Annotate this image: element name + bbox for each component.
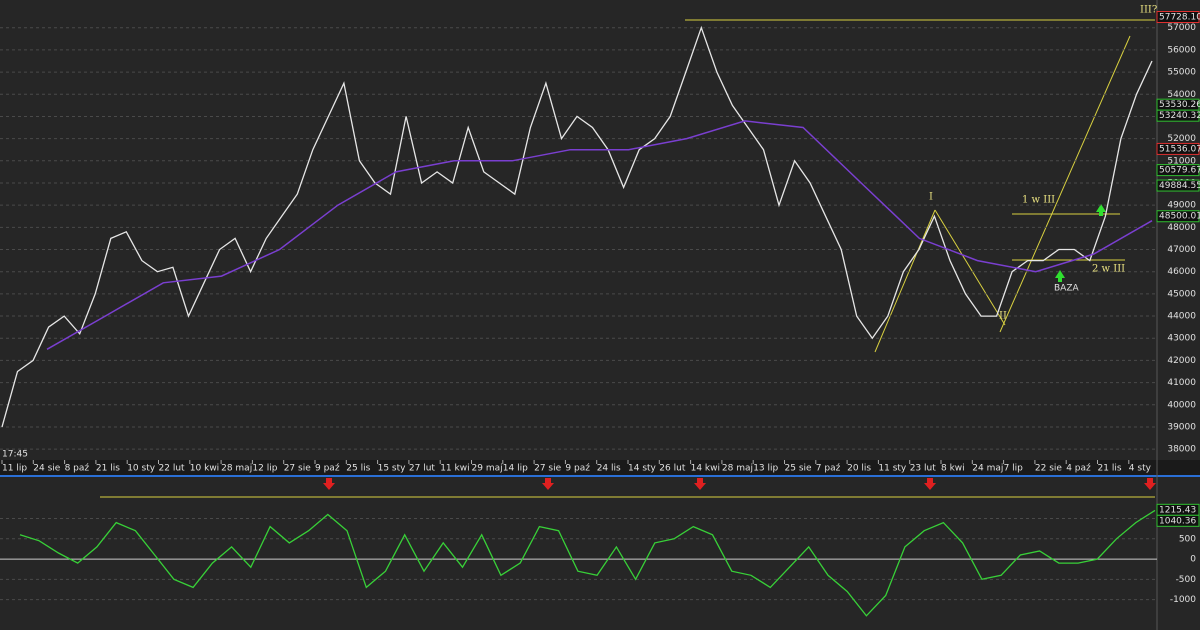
x-tick-label: 4 sty — [1129, 464, 1152, 474]
x-tick-label: 20 lis — [847, 464, 871, 474]
x-tick-label: 29 maj — [472, 464, 503, 474]
x-tick-label: 25 lis — [346, 464, 370, 474]
price-marker — [1156, 11, 1200, 23]
series-line — [1, 25, 1153, 428]
annotation: 2 w III — [1092, 264, 1125, 275]
x-tick-label: 14 kwi — [691, 464, 720, 474]
price-marker-label: 48500.01 — [1159, 212, 1200, 222]
annotation: II — [999, 311, 1007, 322]
y-tick-label: 0 — [1190, 555, 1196, 565]
x-tick-label: 4 paź — [1066, 464, 1091, 474]
annotation: 1 w III — [1022, 195, 1055, 206]
x-tick-label: 22 sie — [1035, 464, 1063, 474]
y-tick-label: 49000 — [1167, 201, 1196, 211]
y-tick-label: 42000 — [1167, 356, 1196, 366]
price-marker — [1156, 109, 1200, 122]
y-tick-label: 47000 — [1167, 245, 1196, 255]
x-tick-label: 28 maj — [722, 464, 753, 474]
y-tick-label: 52000 — [1167, 134, 1196, 144]
x-tick-label: 21 lis — [1098, 464, 1122, 474]
x-tick-label: 24 maj — [972, 464, 1003, 474]
y-tick-label: 46000 — [1167, 267, 1196, 277]
y-tick-label: 48000 — [1167, 223, 1196, 233]
x-tick-label: 8 kwi — [941, 464, 965, 474]
price-marker — [1156, 179, 1200, 192]
x-tick-label: 10 sty — [127, 464, 156, 474]
x-tick-label: 14 lip — [503, 464, 528, 474]
x-tick-label: 27 sie — [284, 464, 312, 474]
date-strip — [0, 460, 1200, 476]
y-tick-label: 56000 — [1167, 45, 1196, 55]
x-tick-label: 9 paź — [315, 464, 340, 474]
trend-line — [874, 209, 936, 353]
x-tick-label: 7 lip — [1004, 464, 1024, 474]
down-arrow — [694, 478, 706, 490]
y-tick-label: 44000 — [1167, 312, 1196, 322]
price-marker — [1156, 514, 1200, 527]
y-tick-label: 51000 — [1167, 156, 1196, 166]
down-arrow — [323, 478, 335, 490]
y-tick-label: -1000 — [1170, 595, 1196, 605]
y-tick-label: 55000 — [1167, 68, 1196, 78]
price-marker-label: 51536.07 — [1159, 144, 1200, 154]
price-marker-label: 57728.10 — [1159, 13, 1200, 23]
x-tick-label: 25 sie — [785, 464, 813, 474]
price-marker — [1156, 164, 1200, 177]
y-tick-label: -500 — [1176, 575, 1197, 585]
down-arrow — [542, 478, 554, 490]
x-tick-label: 11 lip — [2, 464, 27, 474]
price-marker — [1156, 210, 1200, 223]
x-tick-label: 27 lut — [409, 464, 436, 474]
x-tick-label: 13 lip — [753, 464, 778, 474]
x-tick-label: 11 kwi — [440, 464, 469, 474]
x-tick-label: 11 sty — [878, 464, 907, 474]
x-tick-label: 15 sty — [378, 464, 407, 474]
trend-line — [934, 209, 1006, 326]
x-tick-label: 24 sie — [33, 464, 61, 474]
x-tick-label: 7 paź — [816, 464, 841, 474]
series-line — [46, 120, 1153, 350]
y-tick-label: 43000 — [1167, 334, 1196, 344]
x-tick-label: 21 lis — [96, 464, 120, 474]
annotation: I — [929, 192, 933, 203]
x-tick-label: 12 lip — [252, 464, 277, 474]
y-tick-label: 40000 — [1167, 400, 1196, 410]
x-tick-label: 27 sie — [534, 464, 562, 474]
annotation: BAZA — [1054, 284, 1079, 294]
series-line — [19, 509, 1156, 617]
time-label: 17:45 — [2, 450, 28, 460]
x-tick-label: 26 lut — [659, 464, 686, 474]
signal-arrows — [323, 478, 1156, 490]
price-marker-label: 49884.55 — [1159, 181, 1200, 191]
price-marker-label: 1215.43 — [1159, 505, 1196, 515]
price-marker-label: 53530.26 — [1159, 100, 1200, 110]
up-arrow — [1055, 270, 1065, 282]
x-tick-label: 28 maj — [221, 464, 252, 474]
up-arrow — [1096, 204, 1106, 216]
trend-line — [999, 35, 1131, 333]
x-tick-label: 23 lut — [910, 464, 937, 474]
x-tick-label: 22 lut — [159, 464, 186, 474]
price-marker-label: 1040.36 — [1159, 516, 1196, 526]
y-tick-label: 41000 — [1167, 378, 1196, 388]
down-arrow — [924, 478, 936, 490]
y-tick-label: 38000 — [1167, 445, 1196, 455]
y-tick-label: 39000 — [1167, 422, 1196, 432]
annotation: III? — [1140, 5, 1157, 16]
y-tick-label: 45000 — [1167, 289, 1196, 299]
price-marker-label: 50579.67 — [1159, 166, 1200, 176]
y-tick-label: 57000 — [1167, 23, 1196, 33]
x-tick-label: 24 lis — [597, 464, 621, 474]
y-tick-label: 54000 — [1167, 90, 1196, 100]
down-arrow — [1144, 478, 1156, 490]
y-tick-label: 500 — [1179, 534, 1196, 544]
price-marker-label: 53240.32 — [1159, 111, 1200, 121]
x-tick-label: 8 paź — [65, 464, 90, 474]
price-marker — [1156, 142, 1200, 155]
x-tick-label: 10 kwi — [190, 464, 219, 474]
x-tick-label: 14 sty — [628, 464, 657, 474]
x-tick-label: 9 paź — [565, 464, 590, 474]
